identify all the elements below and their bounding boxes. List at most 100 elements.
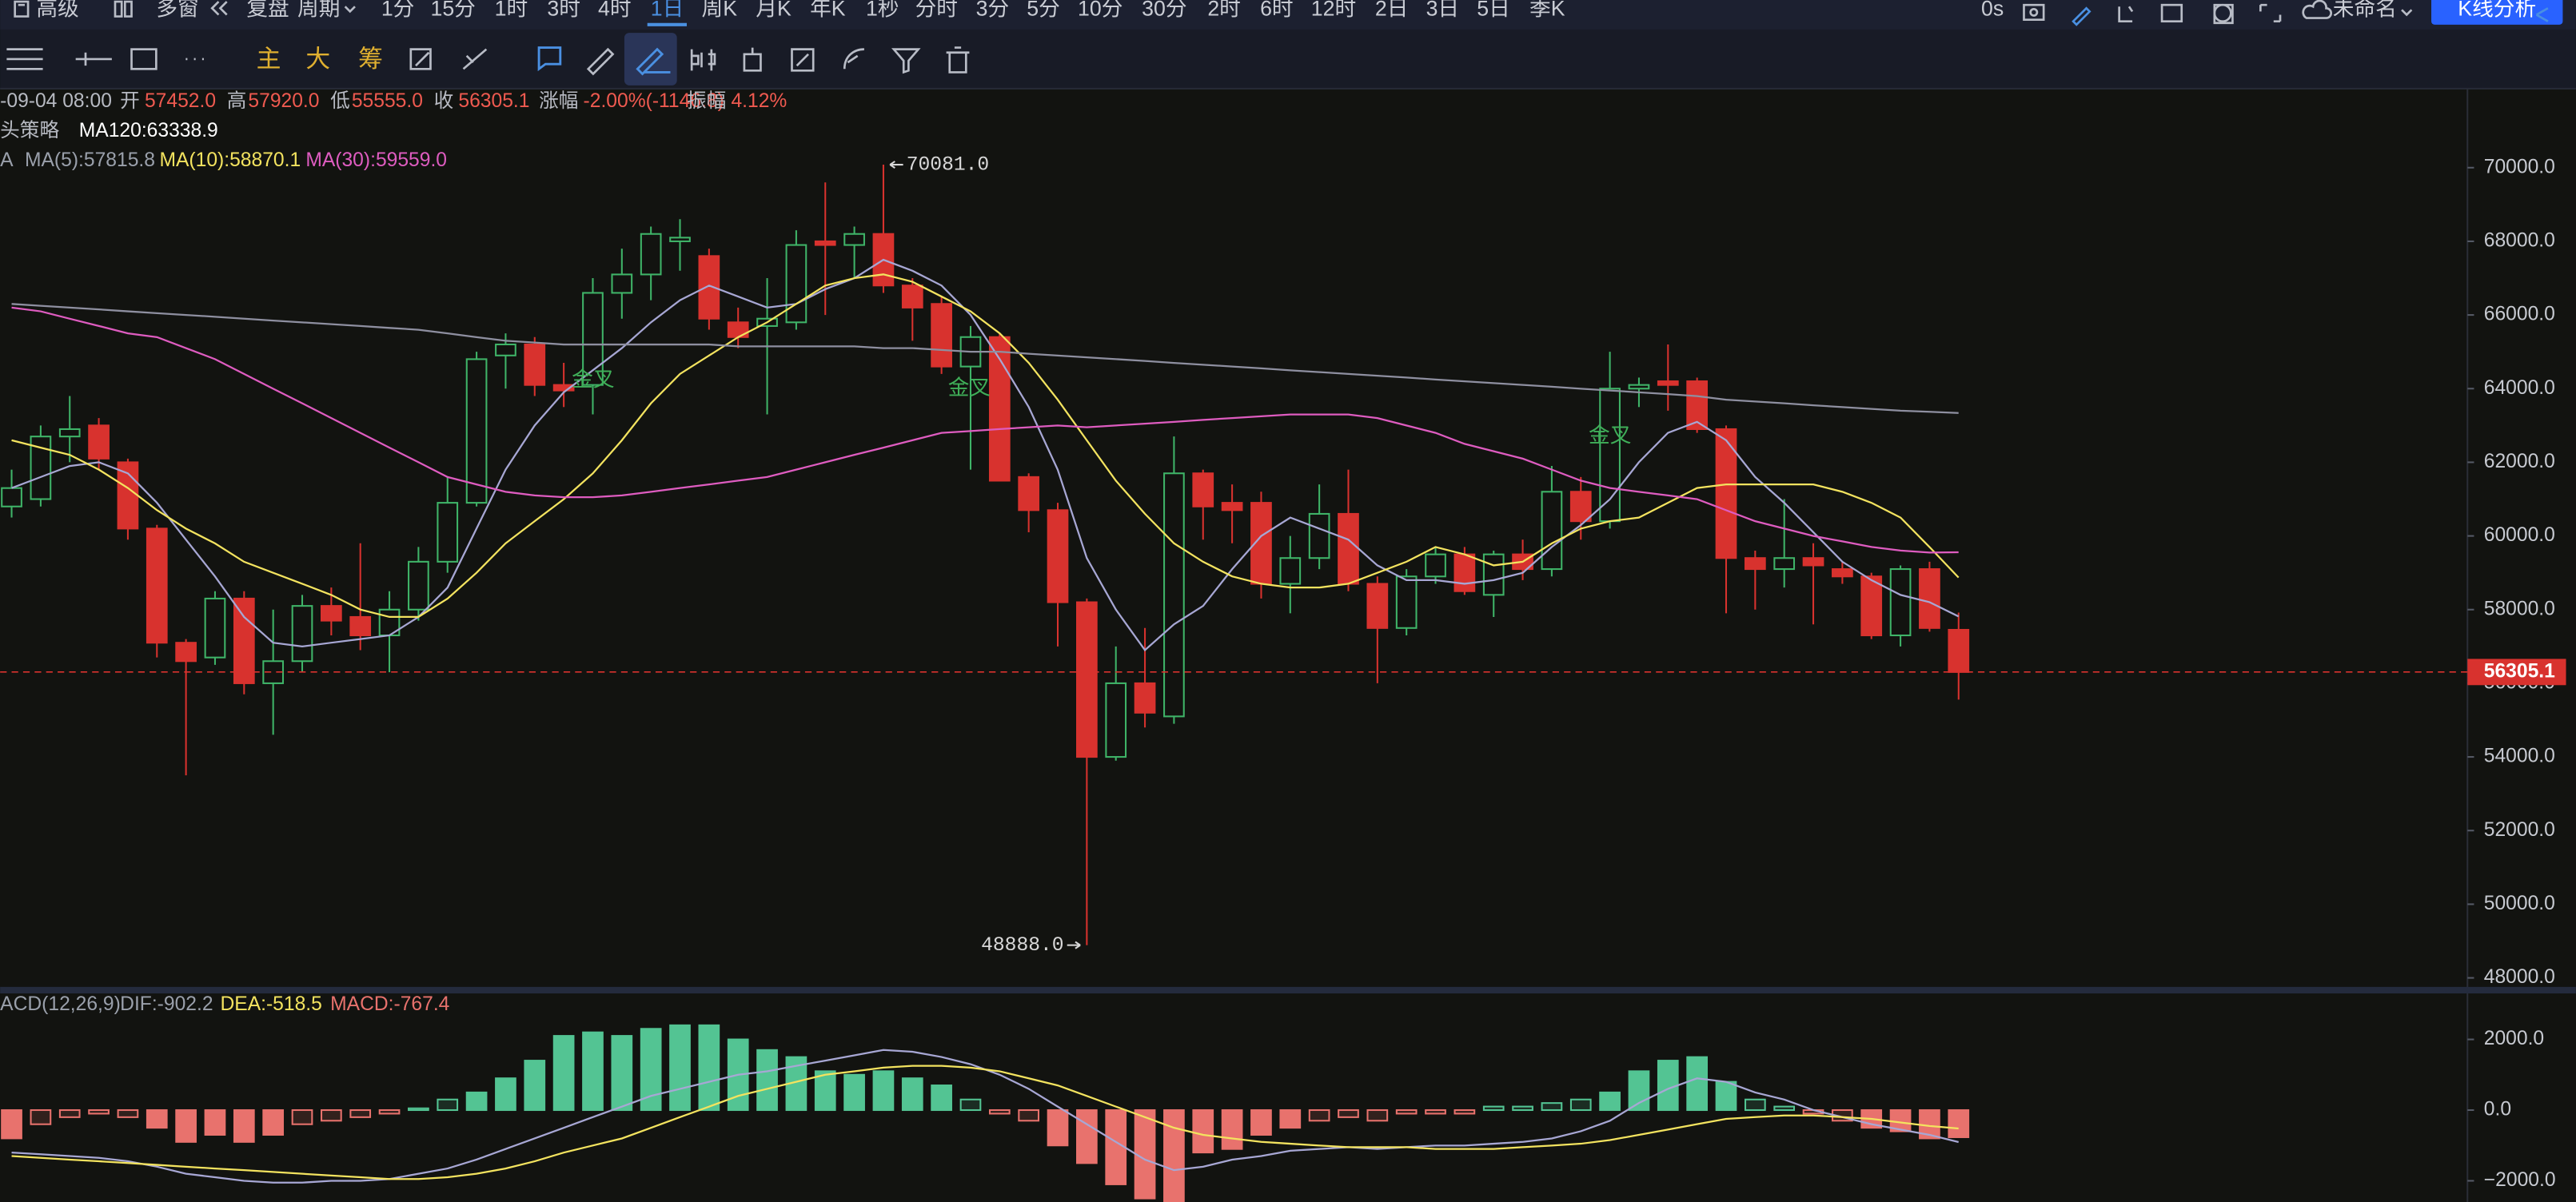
period-tab[interactable]: 2时: [1207, 0, 1241, 20]
tool-icon[interactable]: [636, 47, 671, 76]
ma-line: [11, 258, 1960, 652]
candle-body: [1889, 568, 1912, 637]
info-value: 57920.0: [248, 90, 319, 112]
fullscreen-icon[interactable]: [2259, 3, 2282, 23]
macd-bar: [1599, 1091, 1621, 1112]
y-tick-label: 70000.0: [2484, 156, 2555, 177]
period-tab[interactable]: 3时: [547, 0, 580, 20]
indicator-tool[interactable]: 大: [305, 45, 330, 73]
camera-icon[interactable]: [2023, 3, 2045, 21]
period-tab[interactable]: 1分: [381, 0, 415, 20]
period-tab[interactable]: 周期: [297, 0, 340, 20]
indicator-tool[interactable]: 主: [257, 45, 281, 73]
period-tab[interactable]: 月K: [756, 0, 792, 20]
macd-bar: [552, 1035, 575, 1112]
info-label: 低: [330, 90, 350, 112]
period-tab[interactable]: 1日: [651, 0, 684, 20]
candle-body: [524, 343, 546, 386]
info-value: 4.12%: [731, 90, 787, 112]
tool-icon[interactable]: [743, 47, 762, 72]
macd-bar: [291, 1108, 313, 1125]
macd-bar: [30, 1108, 52, 1125]
tool-icon[interactable]: [2160, 3, 2183, 23]
filter-icon[interactable]: [891, 48, 921, 74]
macd-tick-label: −2000.0: [2484, 1169, 2556, 1191]
period-tab[interactable]: 6时: [1260, 0, 1294, 20]
period-tab[interactable]: 5日: [1477, 0, 1510, 20]
tool-icon[interactable]: [586, 47, 615, 76]
candle-body: [814, 240, 836, 246]
analysis-button[interactable]: K线分析: [2458, 0, 2536, 20]
macd-bar: [1047, 1108, 1069, 1147]
macd-bar: [349, 1108, 372, 1118]
delete-icon[interactable]: [946, 46, 970, 74]
period-tab[interactable]: 1时: [495, 0, 528, 20]
candle-body: [1802, 557, 1824, 567]
share-icon[interactable]: [2535, 7, 2549, 22]
macd-bar: [175, 1108, 197, 1143]
period-tab[interactable]: 4时: [598, 0, 632, 20]
info-label: 振幅: [687, 90, 726, 112]
settings-icon[interactable]: [2213, 3, 2232, 23]
candle-body: [669, 237, 691, 242]
analysis-button-bg[interactable]: [2431, 0, 2563, 25]
rect-icon: [130, 48, 158, 70]
period-tab[interactable]: 30分: [1142, 0, 1186, 20]
golden-cross: 金叉: [948, 376, 991, 400]
period-tab[interactable]: 1秒: [866, 0, 899, 20]
period-tab[interactable]: 3日: [1426, 0, 1460, 20]
candle-body: [1076, 601, 1098, 758]
candle-body: [843, 233, 865, 246]
candle-body: [1134, 682, 1156, 714]
candle-body: [1773, 557, 1796, 571]
macd-bar: [814, 1070, 836, 1112]
candle-body: [1482, 553, 1505, 596]
golden-cross: 金叉: [572, 368, 614, 392]
macd-bar: [1105, 1108, 1127, 1185]
window-icon: [114, 0, 133, 18]
ma-line: [11, 303, 1959, 414]
macd-bar: [233, 1108, 255, 1143]
period-tab[interactable]: 周K: [701, 0, 737, 20]
dropdown-icon[interactable]: [2401, 9, 2413, 17]
layout-name[interactable]: 未命名: [2333, 0, 2397, 20]
tool-icon[interactable]: [537, 46, 562, 72]
tool-icon[interactable]: [2118, 6, 2134, 23]
candle-body: [1860, 575, 1883, 637]
period-tab[interactable]: 3分: [976, 0, 1010, 20]
period-tab[interactable]: 12时: [1311, 0, 1356, 20]
macd-bar: [437, 1098, 459, 1112]
period-tab[interactable]: 10分: [1078, 0, 1123, 20]
period-tab[interactable]: 高级: [36, 0, 78, 20]
period-tab[interactable]: 分时: [915, 0, 958, 20]
macd-bar: [1163, 1108, 1185, 1202]
last-price-label: 56305.1: [2484, 660, 2555, 682]
tool-icon[interactable]: [791, 48, 815, 72]
period-tab[interactable]: 年K: [810, 0, 846, 20]
candle-body: [1453, 553, 1476, 592]
strategy-label: 头策略: [0, 119, 59, 141]
last-price-box: [2467, 659, 2566, 686]
period-tab[interactable]: 15分: [430, 0, 475, 20]
candle-body: [1715, 428, 1737, 559]
tool-icon[interactable]: [843, 48, 864, 70]
macd-bar: [931, 1085, 952, 1112]
period-tab[interactable]: 复盘: [246, 0, 289, 20]
candle-body: [1018, 476, 1040, 511]
candle-body: [785, 244, 807, 324]
indicator-tool[interactable]: 筹: [358, 45, 383, 73]
period-tab[interactable]: 季K: [1529, 0, 1565, 20]
cloud-icon[interactable]: [2302, 0, 2333, 19]
candle-body: [1395, 575, 1418, 629]
active-tool-bg: [624, 33, 677, 86]
info-value: 57452.0: [145, 90, 216, 112]
candle-body: [1599, 388, 1621, 523]
period-tab[interactable]: 5分: [1027, 0, 1060, 20]
info-value: 55555.0: [352, 90, 423, 112]
period-tab[interactable]: 多窗: [156, 0, 198, 20]
edit-icon[interactable]: [2072, 6, 2092, 26]
tool-icon[interactable]: [690, 49, 716, 71]
period-tab[interactable]: 2日: [1375, 0, 1409, 20]
macd-bar: [1425, 1108, 1446, 1115]
macd-bar: [698, 1024, 720, 1112]
